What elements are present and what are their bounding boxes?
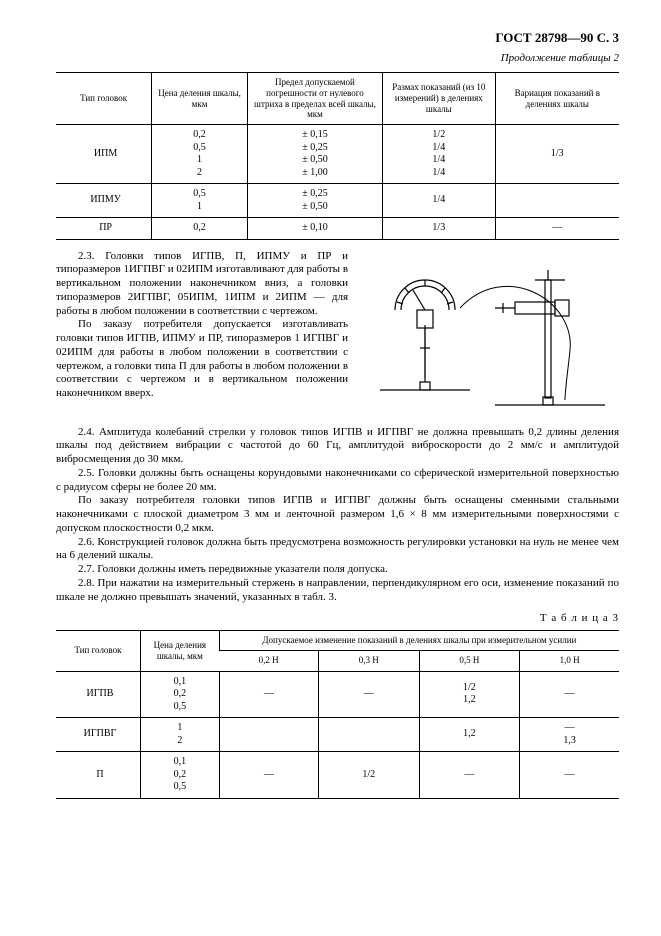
cell-type: ИГПВГ	[56, 718, 140, 752]
body-paragraphs: 2.4. Амплитуда колебаний стрелки у голов…	[56, 426, 619, 605]
para-2-8: 2.8. При нажатии на измерительный стерже…	[56, 577, 619, 605]
cell-tol: ± 0,15 ± 0,25 ± 0,50 ± 1,00	[247, 125, 382, 184]
para-2-6: 2.6. Конструкцией головок должна быть пр…	[56, 536, 619, 564]
document-header: ГОСТ 28798—90 С. 3	[56, 30, 619, 46]
col-type: Тип головок	[56, 73, 152, 125]
table-2-header-row: Тип головок Цена деления шкалы, мкм Пред…	[56, 73, 619, 125]
cell-03n: —	[318, 671, 419, 718]
para-2-7: 2.7. Головки должны иметь передвижные ук…	[56, 563, 619, 577]
cell-03n: 1/2	[318, 752, 419, 799]
cell-10n: —	[520, 752, 619, 799]
col-span-force: Допускаемое изменение показаний в делени…	[219, 631, 619, 651]
table-row: ИПМ 0,2 0,5 1 2 ± 0,15 ± 0,25 ± 0,50 ± 1…	[56, 125, 619, 184]
page: ГОСТ 28798—90 С. 3 Продолжение таблицы 2…	[0, 0, 661, 936]
section-2-3: 2.3. Головки типов ИГПВ, П, ИПМУ и ПР и …	[56, 250, 619, 420]
col-scale: Цена деления шкалы, мкм	[140, 631, 219, 672]
col-var: Вариация показаний в делениях шкалы	[495, 73, 619, 125]
table-row: ПР 0,2 ± 0,10 1/3 —	[56, 218, 619, 240]
cell-type: ИГПВ	[56, 671, 140, 718]
para-2-5b: По заказу потребителя головки типов ИГПВ…	[56, 494, 619, 535]
cell-swing: 1/4	[383, 184, 496, 218]
cell-02n	[219, 718, 318, 752]
col-03n: 0,3 Н	[318, 651, 419, 671]
cell-02n: —	[219, 671, 318, 718]
cell-03n	[318, 718, 419, 752]
cell-type: П	[56, 752, 140, 799]
para-2-3b: По заказу потребителя допускается изго­т…	[56, 318, 348, 401]
cell-scale: 0,2	[152, 218, 248, 240]
cell-05n: 1,2	[419, 718, 520, 752]
para-2-5a: 2.5. Головки должны быть оснащены корунд…	[56, 467, 619, 495]
cell-swing: 1/3	[383, 218, 496, 240]
section-2-3-text: 2.3. Головки типов ИГПВ, П, ИПМУ и ПР и …	[56, 250, 348, 420]
cell-type: ПР	[56, 218, 152, 240]
col-swing: Размах показаний (из 10 измерений) в дел…	[383, 73, 496, 125]
col-tol: Предел допускаемой погрешности от нулево…	[247, 73, 382, 125]
cell-type: ИПМУ	[56, 184, 152, 218]
col-type: Тип головок	[56, 631, 140, 672]
table-row: ИГПВГ 1 2 1,2 — 1,3	[56, 718, 619, 752]
cell-scale: 0,5 1	[152, 184, 248, 218]
diagram-figure	[360, 250, 619, 420]
table-3: Тип головок Цена деления шкалы, мкм Допу…	[56, 630, 619, 799]
table2-continuation-label: Продолжение таблицы 2	[56, 52, 619, 66]
cell-10n: — 1,3	[520, 718, 619, 752]
cell-var: —	[495, 218, 619, 240]
para-2-4: 2.4. Амплитуда колебаний стрелки у голов…	[56, 426, 619, 467]
cell-var	[495, 184, 619, 218]
cell-tol: ± 0,25 ± 0,50	[247, 184, 382, 218]
col-scale: Цена деления шкалы, мкм	[152, 73, 248, 125]
cell-scale: 0,2 0,5 1 2	[152, 125, 248, 184]
col-02n: 0,2 Н	[219, 651, 318, 671]
table-2: Тип головок Цена деления шкалы, мкм Пред…	[56, 72, 619, 240]
cell-type: ИПМ	[56, 125, 152, 184]
cell-scale: 0,1 0,2 0,5	[140, 671, 219, 718]
cell-scale: 1 2	[140, 718, 219, 752]
col-10n: 1,0 Н	[520, 651, 619, 671]
cell-05n: —	[419, 752, 520, 799]
gauge-diagram-icon	[365, 250, 615, 420]
table-row: ИПМУ 0,5 1 ± 0,25 ± 0,50 1/4	[56, 184, 619, 218]
table-3-header-row: Тип головок Цена деления шкалы, мкм Допу…	[56, 631, 619, 651]
cell-tol: ± 0,10	[247, 218, 382, 240]
cell-swing: 1/2 1/4 1/4 1/4	[383, 125, 496, 184]
table-row: П 0,1 0,2 0,5 — 1/2 — —	[56, 752, 619, 799]
cell-var: 1/3	[495, 125, 619, 184]
cell-scale: 0,1 0,2 0,5	[140, 752, 219, 799]
table3-caption: Т а б л и ц а 3	[56, 612, 619, 626]
cell-02n: —	[219, 752, 318, 799]
para-2-3a: 2.3. Головки типов ИГПВ, П, ИПМУ и ПР и …	[56, 250, 348, 319]
col-05n: 0,5 Н	[419, 651, 520, 671]
cell-10n: —	[520, 671, 619, 718]
cell-05n: 1/2 1,2	[419, 671, 520, 718]
table-row: ИГПВ 0,1 0,2 0,5 — — 1/2 1,2 —	[56, 671, 619, 718]
